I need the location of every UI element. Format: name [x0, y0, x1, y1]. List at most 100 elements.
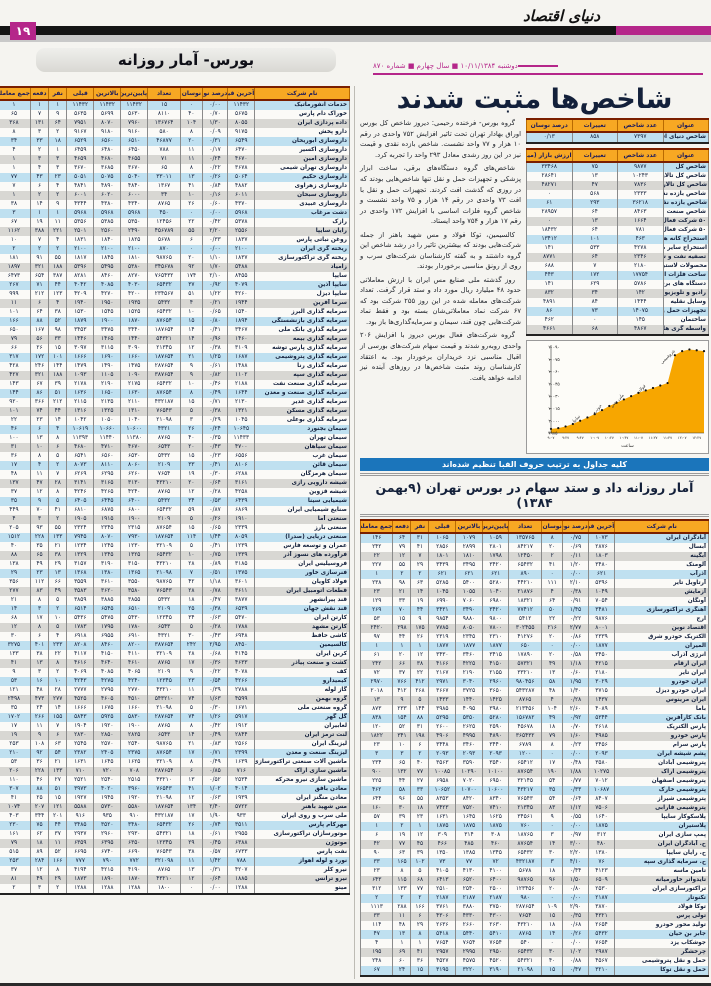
value-cell: ۱۰۶۸۷: [587, 786, 616, 796]
value-cell: ۲۳۳۹: [227, 524, 256, 533]
value-cell: ۲۰۵: [0, 524, 31, 533]
row-name-cell: ماشین سازی اراک: [254, 767, 350, 776]
value-cell: ۱۴۶۵: [93, 335, 122, 344]
value-cell: ۰/۴۹: [201, 758, 229, 767]
value-cell: ۲۱۸۰: [617, 262, 664, 272]
value-cell: ۱۶۲۵: [481, 813, 510, 823]
value-cell: ۷۰۲۰: [455, 777, 483, 787]
value-cell: ۵۲۹۵: [428, 714, 457, 724]
value-cell: ۴۱۲۷۶: [508, 633, 542, 643]
row-name-cell: ریخته گری تراکتورسازی: [254, 254, 350, 263]
value-cell: ۵۶۹۹: [93, 110, 122, 119]
value-cell: ۲: [48, 191, 68, 200]
value-cell: ۰/۷۰: [562, 723, 589, 733]
column-header: نوسان: [540, 519, 564, 535]
row-name-cell: شیمیایی سینا: [254, 497, 350, 506]
value-cell: ۱۲۸۸: [120, 884, 149, 894]
dateline-text: دوشنبه ۱۰/۱۱/۱۳۸۴ ■ سال چهارم ■ شماره ۸۷…: [373, 62, 518, 70]
value-cell: ۱۳: [540, 669, 564, 679]
value-cell: ۱۱۳۸۰: [120, 434, 149, 443]
table-row: کف ۴۰۷۸ ۰/۲۲ ۹ ۲۱۰۹ ۴۰۶۵ ۴۰۸۵ ۴۰۶۹ ۲ ۳ ۹: [0, 668, 350, 677]
value-cell: ۴۲۸: [0, 362, 31, 371]
value-cell: ۴۳۴۴: [66, 200, 95, 209]
value-cell: ۲۲۷: [359, 561, 394, 571]
value-cell: ۷۱۶: [227, 767, 256, 776]
value-cell: ۲۲: [48, 650, 68, 659]
article-paragraph: کالسیمین، توکا فولاد و مس شهید باهنر از …: [360, 230, 521, 271]
value-cell: ۱۴۲۵: [481, 696, 510, 706]
value-cell: ۰/۳۸: [201, 344, 229, 353]
value-cell: ۷۶۵۴: [508, 912, 542, 922]
value-cell: ۷۷۷: [66, 857, 95, 866]
value-cell: ۲۳۳: [392, 705, 412, 715]
value-cell: ۲۳: [179, 677, 203, 686]
value-cell: ۲۴۲: [359, 660, 394, 670]
value-cell: ۲: [410, 750, 430, 760]
value-cell: ۳۲۱: [29, 371, 50, 380]
value-cell: ۴۲۷۸: [617, 244, 664, 254]
row-name-cell: سرمایه گذاری پارس توشه: [254, 344, 350, 353]
column-header: تعداد: [147, 86, 181, 101]
value-cell: ۱۵: [179, 398, 203, 407]
value-cell: ۳۴۲۰: [481, 561, 510, 571]
value-cell: ۶۵۴۳۲: [147, 281, 181, 290]
value-cell: ۴۱۹۴: [66, 866, 95, 875]
x-tick-label: ۱۱:۰۷: [634, 436, 643, 440]
value-cell: ۰/۲۴: [201, 155, 229, 164]
value-cell: ۸۴۵۰: [227, 641, 256, 650]
value-cell: ۶۳۵۹: [66, 839, 95, 848]
value-cell: ۱۱۴: [179, 533, 203, 542]
value-cell: ۲۲۱: [48, 227, 68, 236]
value-cell: ۲۹: [48, 875, 68, 884]
value-cell: ۳۴۶۰: [455, 741, 483, 751]
deei-table-header: عنوان عدد شاخص تغییرات درصد نوسان: [526, 118, 709, 134]
table-row: سرمایه گذاری البرز ۱۵۴۰ ۰/۶۵ ۱۰ ۶۵۴۳۲ ۱۵۲۵ ۱۵۴…: [0, 308, 350, 317]
value-cell: ۷۴۲۳: [428, 804, 457, 814]
row-name-cell: المیران: [614, 642, 709, 652]
value-cell: ۴۰۸۹: [587, 705, 616, 715]
row-name-cell: الکتریک خودرو شرق: [614, 633, 709, 643]
value-cell: ۲۹: [410, 561, 430, 571]
row-name-cell: پتروشیمی اراک: [614, 768, 709, 778]
column-header: درصد نوسان: [562, 519, 589, 535]
table-row: بانک کارآفرین ۵۳۴۴ ۰/۹۲ ۴۹ ۱۵۶۷۸۲ ۵۲۸۰ ۵۳۵۰ ۵۲۹…: [359, 714, 709, 724]
value-cell: ۴۹: [29, 560, 50, 569]
column-header: تغییرات: [571, 118, 618, 134]
table-row: شیشه قزوین ۴۲۵۸ ۰/۲۸ ۱۲ ۸۷۶۵ ۴۲۴۰ ۴۲۶۵ ۴۲۴۶ ۸ ۱۲ ۳…: [0, 488, 350, 497]
value-cell: ۷۲: [359, 669, 394, 679]
value-cell: ۰: [540, 939, 564, 949]
value-cell: ۳۴۹۰: [455, 606, 483, 616]
value-cell: ۱۱۵: [392, 876, 412, 886]
row-name-cell: کشت و صنعت پیاذر: [254, 659, 350, 668]
value-cell: ۶۵۶۰: [93, 137, 122, 146]
value-cell: ۶۷: [0, 218, 31, 227]
value-cell: ۳۰۹۷: [66, 344, 95, 353]
value-cell: ۰/۲۹: [201, 416, 229, 425]
value-cell: ۱: [0, 155, 31, 164]
value-cell: ۳۸۸: [29, 227, 50, 236]
value-cell: ۰/۷۱: [201, 749, 229, 758]
value-cell: ۱۴۲: [617, 289, 664, 299]
value-cell: ۲۴۰۵: [93, 749, 122, 758]
value-cell: ۵۴۳۲۱: [508, 957, 542, 967]
value-cell: ۳: [29, 668, 50, 677]
value-cell: ۰/۳۶: [201, 659, 229, 668]
value-cell: ۸۰۷۳: [66, 461, 95, 470]
value-cell: ۶۴: [571, 253, 618, 263]
value-cell: ۳۲۱۰۹: [147, 758, 181, 767]
value-cell: ۰: [179, 245, 203, 254]
value-cell: ۱۸۹۴: [227, 317, 256, 326]
value-cell: ۴۰: [179, 434, 203, 443]
value-cell: ۴۶۰: [481, 840, 510, 850]
table-row: ایران خودرو دیزل ۳۷۱۵ ۱/۳۰ ۴۸ ۵۴۳۲۸۷ ۳۶۵۰ ۳۷۲۵…: [359, 687, 709, 697]
value-cell: ۶۵۴۳۲: [508, 561, 542, 571]
value-cell: ۶۵۴۳: [147, 443, 181, 452]
value-cell: ۶۸۷۵: [93, 506, 122, 515]
value-cell: ۷۲۰: [93, 767, 122, 776]
value-cell: ۶۸: [571, 325, 618, 336]
row-name-cell: معادن بافق: [254, 785, 350, 794]
value-cell: ۳: [29, 515, 50, 524]
value-cell: ۴۱۳۰: [455, 867, 483, 877]
value-cell: ۳۸۷۰: [587, 903, 616, 913]
